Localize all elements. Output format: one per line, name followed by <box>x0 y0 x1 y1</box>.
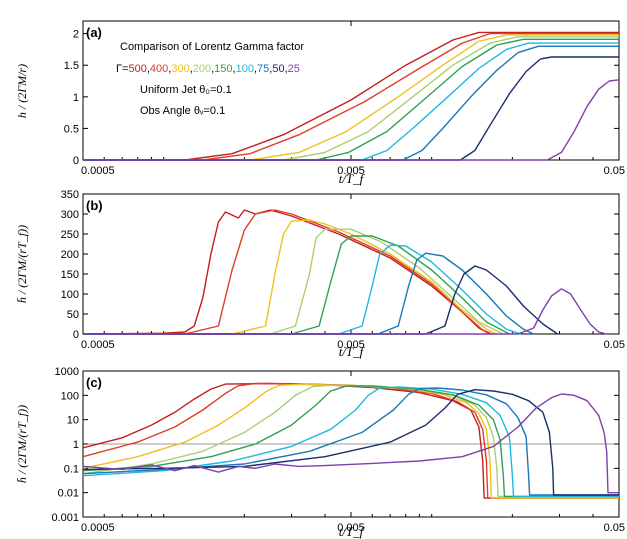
y-axis-label: h̄ / (2ΓM/(rT_f)) <box>15 405 29 483</box>
annotation-obs: Obs Angle θᵥ=0.1 <box>140 105 225 117</box>
series-line-25 <box>82 393 619 494</box>
y-tick-label: 0.1 <box>64 463 79 475</box>
series-line-500 <box>82 382 619 499</box>
panel-b: 0.0005 0.005 0.05 0 50 100 150 200 250 300 350 (b) t… <box>15 189 625 359</box>
x-tick-label: 0.005 <box>337 165 365 177</box>
y-tick-label: 0 <box>73 155 79 167</box>
series-line-400 <box>83 32 619 161</box>
series-line-300 <box>83 34 619 161</box>
legend-entry-25: 25 <box>288 63 300 75</box>
y-tick-label: 100 <box>61 390 79 402</box>
legend-entry-100: 100 <box>236 63 254 75</box>
y-tick-label: 250 <box>61 229 79 241</box>
series-line-400 <box>82 382 619 499</box>
y-tick-label: 0.5 <box>64 123 79 135</box>
series-line-75 <box>82 387 619 496</box>
x-tick-label: 0.005 <box>337 339 365 351</box>
legend-entry-75: 75 <box>257 63 269 75</box>
series-line-300 <box>83 219 498 335</box>
series-line-300 <box>82 383 619 499</box>
y-tick-label: 0.001 <box>51 512 79 524</box>
panel-label: (c) <box>86 375 102 390</box>
panel-label: (a) <box>86 25 102 40</box>
series-line-50 <box>83 56 619 161</box>
series-line-200 <box>83 228 504 335</box>
y-tick-label: 0.01 <box>58 488 79 500</box>
legend-entry-300: 300 <box>171 63 189 75</box>
x-axis-label: t/T_f <box>339 344 366 359</box>
x-tick-label: 0.0005 <box>81 522 115 534</box>
series-line-400 <box>83 209 493 335</box>
series-line-75 <box>83 45 619 161</box>
legend-entry-200: 200 <box>193 63 211 75</box>
x-axis-label: t/T_f <box>339 171 366 186</box>
plot-frame <box>82 193 620 335</box>
y-tick-label: 150 <box>61 269 79 281</box>
y-tick-label: 2 <box>73 29 79 41</box>
series-line-200 <box>82 384 619 498</box>
x-tick-label: 0.05 <box>604 339 625 351</box>
y-tick-label: 1 <box>73 439 79 451</box>
series-line-150 <box>82 385 619 498</box>
series-line-500 <box>82 209 491 335</box>
panel-a: 0.0005 0.005 0.05 0 0.5 1 1.5 2 (a) t/T_f h / (2ΓM… <box>15 20 625 186</box>
series-line-50 <box>82 389 619 496</box>
legend-entry-500: 500 <box>128 63 146 75</box>
x-tick-label: 0.005 <box>337 522 365 534</box>
panel-c: 0.0005 0.005 0.05 0.001 0.01 0.1 1 10 100 1000 (c)… <box>15 366 625 539</box>
series-line-25 <box>83 288 607 335</box>
series-line-75 <box>83 252 534 335</box>
annotation-title: Comparison of Lorentz Gamma factor <box>120 41 304 53</box>
y-tick-label: 1 <box>73 92 79 104</box>
y-tick-label: 50 <box>67 309 79 321</box>
series-line-25 <box>83 79 620 161</box>
y-axis-label: h / (2ΓM/r) <box>15 64 29 118</box>
series-line-200 <box>83 36 619 161</box>
panel-label: (b) <box>86 198 103 213</box>
x-tick-label: 0.0005 <box>81 165 115 177</box>
x-tick-label: 0.05 <box>604 522 625 534</box>
y-tick-label: 0 <box>73 329 79 341</box>
series-line-150 <box>83 235 510 335</box>
annotation-jet: Uniform Jet θ₀=0.1 <box>140 84 232 96</box>
series-line-500 <box>83 31 619 161</box>
legend-entry-150: 150 <box>214 63 232 75</box>
annotation-gamma-list: Γ=500,400,300,200,150,100,75,50,25 <box>116 63 300 75</box>
x-axis-label: t/T_f <box>339 524 366 539</box>
y-tick-label: 1.5 <box>64 60 79 72</box>
y-tick-label: 10 <box>67 415 79 427</box>
series-line-100 <box>82 386 619 498</box>
legend-entry-400: 400 <box>150 63 168 75</box>
y-tick-label: 300 <box>61 209 79 221</box>
legend-entry-50: 50 <box>272 63 284 75</box>
y-tick-label: 200 <box>61 249 79 261</box>
x-tick-label: 0.05 <box>604 165 625 177</box>
series-line-50 <box>83 265 558 335</box>
y-tick-label: 100 <box>61 289 79 301</box>
y-tick-label: 1000 <box>55 366 79 378</box>
y-axis-label: h̄ / (2ΓM/(rT_f)) <box>15 225 29 303</box>
x-tick-label: 0.0005 <box>81 339 115 351</box>
series-line-100 <box>83 42 619 161</box>
y-tick-label: 350 <box>61 189 79 201</box>
series-line-100 <box>83 244 522 335</box>
series-line-150 <box>83 38 619 161</box>
